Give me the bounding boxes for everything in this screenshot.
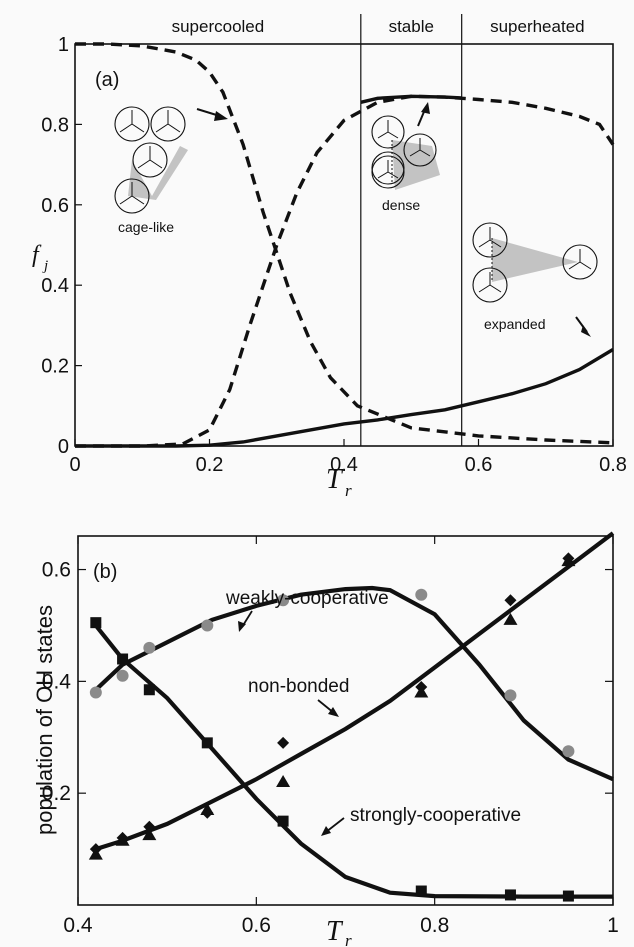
- strongly-cooperative-arrowhead: [321, 826, 331, 836]
- data-point-non-bonded-diamond: [277, 736, 290, 749]
- panel-a-ytick-label: 0.4: [41, 275, 69, 297]
- data-point-weakly-cooperative-circle: [89, 686, 102, 699]
- data-point-strongly-cooperative-square: [117, 653, 129, 665]
- annotation-expanded: expanded: [484, 316, 546, 332]
- region-label-stable: stable: [389, 17, 434, 36]
- panel-b-xlabel: T: [326, 916, 344, 947]
- panel-a-ytick-label: 0.8: [41, 114, 69, 136]
- series-line-cage-like-dashed: [75, 42, 614, 445]
- panel-b-xtick-label: 1: [607, 914, 619, 937]
- fit-line-weakly-cooperative: [94, 585, 614, 782]
- panel-b-ytick-label: 0.4: [42, 670, 72, 693]
- data-point-strongly-cooperative-square: [143, 684, 155, 696]
- weakly-cooperative-arrowhead: [238, 621, 246, 632]
- panel-a-ytick-label: 0.6: [41, 195, 69, 217]
- annotation-strongly-cooperative: strongly-cooperative: [350, 805, 521, 826]
- panel-a-ytick-label: 0.2: [41, 356, 69, 378]
- cage-like-illustration: [114, 106, 228, 214]
- panel-b-plot-frame: [77, 535, 614, 906]
- panel-a-xtick-label: 0.2: [196, 454, 224, 476]
- data-point-strongly-cooperative-square: [562, 890, 574, 902]
- data-point-non-bonded-diamond: [562, 552, 575, 565]
- panel-a-xtick-label: 0.6: [465, 454, 493, 476]
- annotation-non-bonded: non-bonded: [248, 676, 349, 697]
- annotation-dense: dense: [382, 197, 420, 213]
- series-line-dense-solid: [360, 94, 462, 104]
- data-point-weakly-cooperative-circle: [277, 594, 290, 607]
- panel-b-series: [88, 531, 615, 902]
- data-point-non-bonded-diamond: [415, 680, 428, 693]
- annotation-weakly-cooperative: weakly-cooperative: [225, 588, 389, 609]
- panel-a-ticks: 0 0.2 0.4 0.6 0.8 0 0.2 0.4 0.6 0.8 1: [41, 34, 627, 476]
- expanded-illustration: [472, 222, 598, 337]
- panel-a-region-labels: supercooled stable superheated: [172, 17, 585, 36]
- panel-b-xlabel-sub: r: [345, 931, 352, 947]
- panel-b-xtick-label: 0.8: [420, 914, 449, 937]
- data-point-non-bonded-triangle: [142, 828, 157, 841]
- panel-a-xtick-label: 0: [69, 454, 80, 476]
- annotation-cage-like: cage-like: [118, 219, 174, 235]
- panel-a-xlabel-sub: r: [345, 481, 352, 500]
- data-point-non-bonded-triangle: [503, 612, 518, 625]
- panel-b-xtick-label: 0.6: [242, 914, 271, 937]
- panel-a: supercooled stable superheated 0 0.2 0.4 0.6 0…: [32, 14, 627, 500]
- panel-a-ylabel-sub: j: [42, 258, 48, 274]
- data-point-non-bonded-diamond: [89, 843, 102, 856]
- non-bonded-arrowhead: [328, 707, 339, 717]
- data-point-strongly-cooperative-square: [415, 885, 427, 897]
- panel-a-label: (a): [95, 69, 119, 91]
- data-point-weakly-cooperative-circle: [504, 689, 517, 702]
- panel-b-xtick-label: 0.4: [63, 914, 93, 937]
- panel-b-ytick-label: 0.6: [42, 559, 71, 582]
- data-point-weakly-cooperative-circle: [415, 588, 428, 601]
- panel-b-ticks: 0.4 0.6 0.8 1 0.2 0.4 0.6: [42, 536, 619, 937]
- region-label-superheated: superheated: [490, 17, 585, 36]
- panel-a-xtick-label: 0.4: [330, 454, 358, 476]
- panel-b-ytick-label: 0.2: [42, 782, 71, 805]
- panel-a-ytick-label: 0: [58, 436, 69, 458]
- data-point-strongly-cooperative-square: [201, 737, 213, 749]
- panel-b: 0.4 0.6 0.8 1 0.2 0.4 0.6 (b) population of OH…: [32, 531, 619, 947]
- data-point-strongly-cooperative-square: [504, 889, 516, 901]
- fit-line-strongly-cooperative: [94, 624, 613, 899]
- data-point-weakly-cooperative-circle: [201, 619, 214, 632]
- data-point-weakly-cooperative-circle: [143, 641, 156, 654]
- data-point-strongly-cooperative-square: [277, 815, 289, 827]
- dense-illustration: [371, 102, 440, 190]
- data-point-non-bonded-triangle: [276, 775, 291, 787]
- panel-a-ytick-label: 1: [58, 34, 69, 56]
- data-point-non-bonded-diamond: [143, 820, 156, 833]
- panel-a-xtick-label: 0.8: [599, 454, 627, 476]
- data-point-strongly-cooperative-square: [90, 617, 102, 629]
- panel-b-ylabel: population of OH states: [32, 605, 57, 835]
- data-point-non-bonded-diamond: [116, 831, 129, 844]
- region-label-supercooled: supercooled: [172, 17, 265, 36]
- data-point-non-bonded-diamond: [504, 594, 517, 607]
- data-point-weakly-cooperative-circle: [116, 669, 129, 682]
- series-line-dense-dashed: [75, 94, 615, 448]
- panel-a-ylabel: f: [32, 242, 42, 268]
- panel-a-xlabel: T: [326, 464, 344, 495]
- panel-a-region-boundaries: [360, 14, 463, 446]
- panel-b-label: (b): [93, 561, 117, 583]
- fit-line-non-bonded: [95, 531, 615, 852]
- data-point-non-bonded-diamond: [201, 806, 214, 819]
- data-point-weakly-cooperative-circle: [562, 745, 575, 758]
- series-line-expanded-solid: [75, 348, 614, 448]
- panel-a-series: [75, 42, 615, 448]
- strongly-cooperative-pointer: [325, 817, 345, 833]
